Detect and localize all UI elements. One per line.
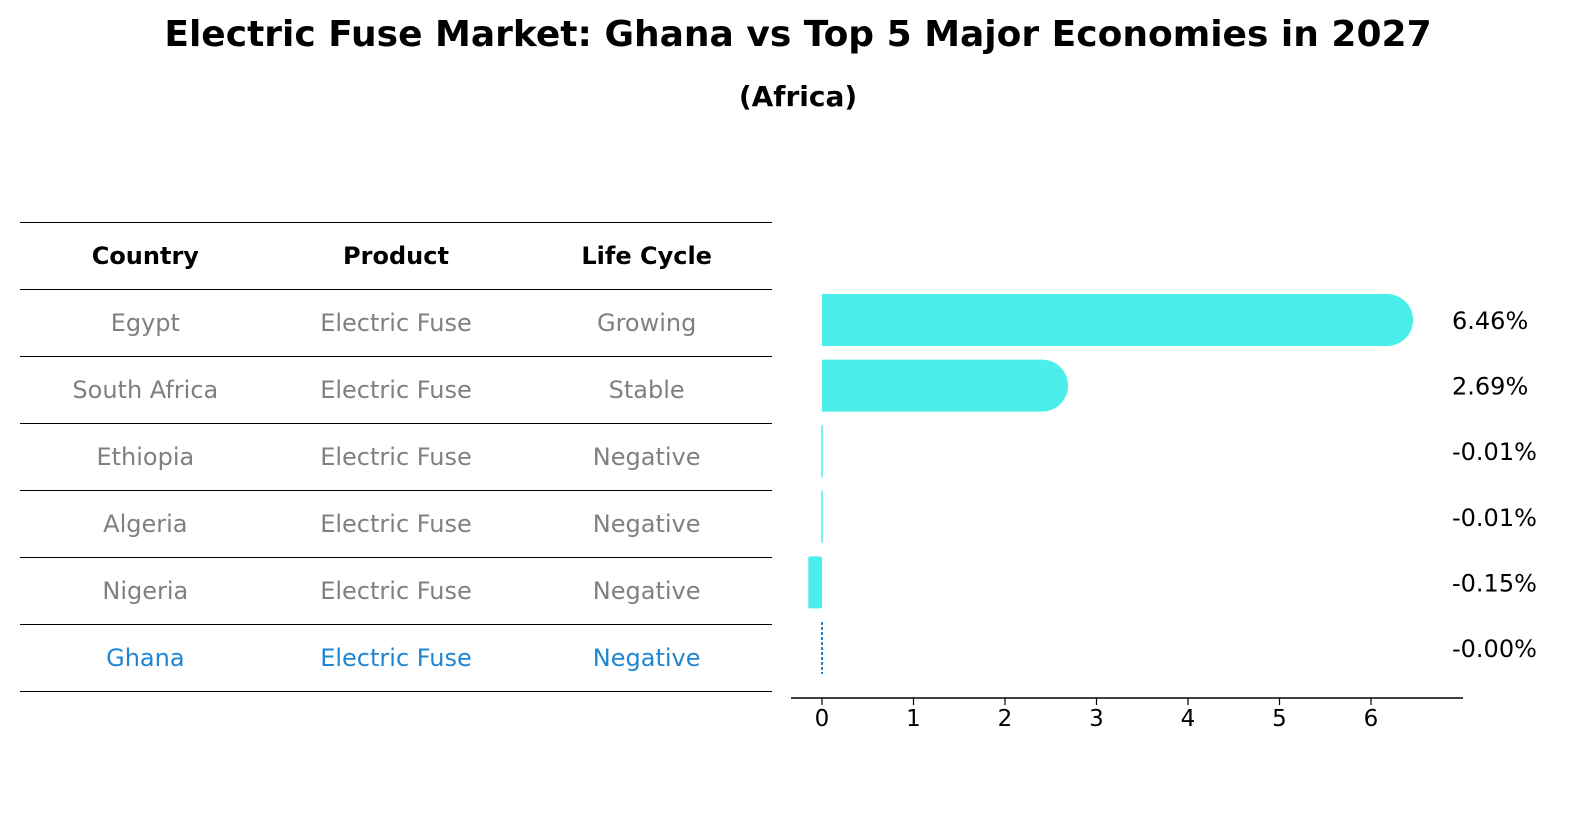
table-row: Egypt Electric Fuse Growing [20, 289, 772, 357]
data-label-ethiopia: -0.01% [1452, 438, 1537, 466]
bar-nigeria [808, 556, 822, 609]
header-product: Product [270, 222, 522, 290]
cell-country: Ethiopia [20, 423, 271, 491]
bars-layer [808, 294, 1414, 674]
chart-subtitle: (Africa) [738, 80, 858, 113]
cell-life-cycle: Negative [521, 557, 772, 625]
data-label-nigeria: -0.15% [1452, 569, 1537, 597]
data-labels-layer: 6.46% 2.69% -0.01% -0.01% -0.15% -0.00% [1452, 307, 1537, 663]
table-row: Ethiopia Electric Fuse Negative [20, 423, 772, 491]
table-row-highlight: Ghana Electric Fuse Negative [20, 624, 772, 692]
x-tick-label: 4 [1181, 706, 1196, 732]
cell-product: Electric Fuse [270, 423, 522, 491]
x-tick-label: 5 [1272, 706, 1287, 732]
table-row: South Africa Electric Fuse Stable [20, 356, 772, 424]
cell-product: Electric Fuse [270, 289, 522, 357]
header-life-cycle: Life Cycle [521, 222, 772, 290]
bar-south-africa [822, 359, 1069, 412]
cell-life-cycle: Negative [521, 423, 772, 491]
table-header-row: Country Product Life Cycle [20, 222, 772, 290]
table-row: Nigeria Electric Fuse Negative [20, 557, 772, 625]
cell-life-cycle: Negative [521, 624, 772, 692]
table-row: Algeria Electric Fuse Negative [20, 490, 772, 558]
cell-life-cycle: Negative [521, 490, 772, 558]
data-label-algeria: -0.01% [1452, 504, 1537, 532]
bar-chart: 6.46% 2.69% -0.01% -0.01% -0.15% -0.00% 0 1 2 3 4… [791, 294, 1537, 732]
data-label-south-africa: 2.69% [1452, 373, 1528, 401]
cell-product: Electric Fuse [270, 624, 522, 692]
data-label-egypt: 6.46% [1452, 307, 1528, 335]
cell-life-cycle: Growing [521, 289, 772, 357]
x-tick-label: 2 [998, 706, 1013, 732]
cell-product: Electric Fuse [270, 356, 522, 424]
x-tick-label: 6 [1364, 706, 1379, 732]
chart-title: Electric Fuse Market: Ghana vs Top 5 Maj… [164, 14, 1432, 55]
cell-life-cycle: Stable [521, 356, 772, 424]
market-table: Country Product Life Cycle Egypt Electri… [20, 222, 772, 692]
x-tick-label: 0 [815, 706, 830, 732]
cell-product: Electric Fuse [270, 557, 522, 625]
cell-country: South Africa [20, 356, 271, 424]
cell-country: Algeria [20, 490, 271, 558]
x-tick-label: 3 [1089, 706, 1104, 732]
cell-country: Nigeria [20, 557, 271, 625]
cell-country: Egypt [20, 289, 271, 357]
cell-country: Ghana [20, 624, 271, 692]
x-tick-label: 1 [906, 706, 921, 732]
cell-product: Electric Fuse [270, 490, 522, 558]
header-country: Country [20, 222, 271, 290]
x-ticks-layer: 0 1 2 3 4 5 6 [815, 698, 1379, 732]
bar-egypt [822, 294, 1414, 346]
data-label-ghana: -0.00% [1452, 635, 1537, 663]
